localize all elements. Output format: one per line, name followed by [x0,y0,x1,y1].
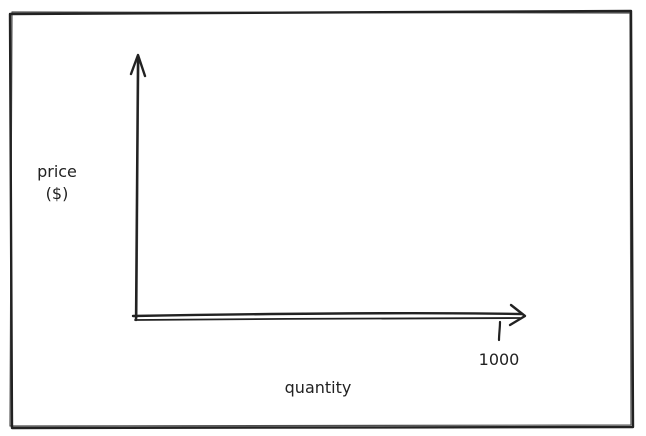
x-tick-label: 1000 [479,350,520,369]
y-axis-label-line1: price [37,162,77,181]
y-axis [129,53,147,322]
x-tick-1000 [497,320,502,342]
x-axis-label: quantity [285,378,352,397]
y-axis-arrowhead [129,53,147,78]
y-axis-label-line2: ($) [46,184,69,203]
frame-border [8,9,635,430]
x-axis-arrowhead [508,303,527,327]
x-axis [131,303,527,327]
